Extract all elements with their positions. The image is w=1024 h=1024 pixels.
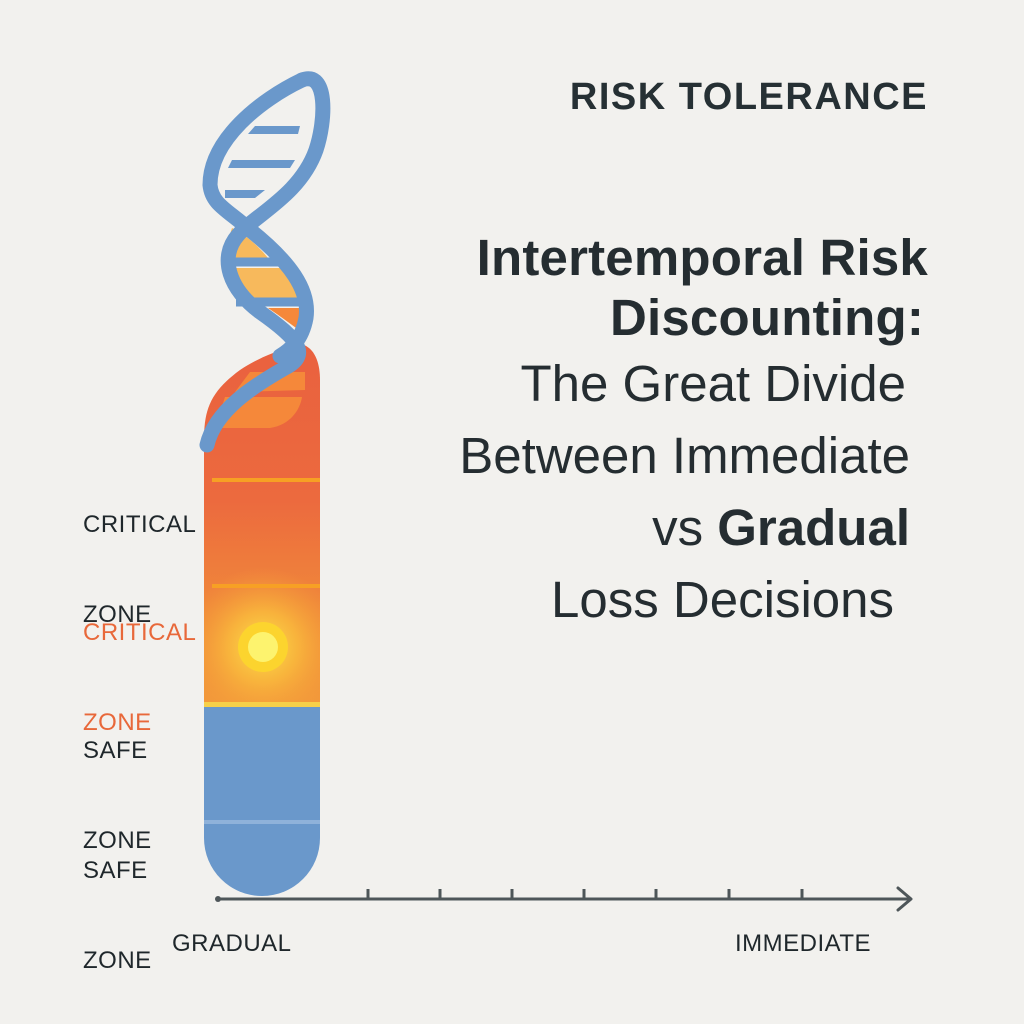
zone-label-line: SAFE bbox=[83, 737, 148, 764]
axis-ticks bbox=[366, 889, 804, 899]
zone-divider bbox=[212, 478, 320, 482]
dna-helix-icon bbox=[199, 71, 331, 453]
zone-label-line: ZONE bbox=[83, 709, 152, 736]
axis-label-gradual: GRADUAL bbox=[172, 930, 292, 957]
title-gradual-bold: Gradual bbox=[717, 499, 910, 556]
zone-label-line: ZONE bbox=[83, 947, 152, 974]
zone-divider bbox=[204, 702, 320, 707]
zone-label-safe-1: SAFE ZONE bbox=[83, 676, 152, 886]
kicker-label: RISK TOLERANCE bbox=[569, 76, 928, 118]
zone-label-critical-1: CRITICAL ZONE bbox=[83, 450, 196, 660]
title-vs-text: vs bbox=[652, 499, 718, 556]
zone-divider bbox=[212, 584, 320, 588]
title-line-4: Between Immediate bbox=[328, 420, 928, 492]
zone-label-safe-2: SAFE ZONE bbox=[83, 796, 152, 1006]
zone-label-critical-2: CRITICAL ZONE bbox=[83, 558, 196, 768]
zone-label-line: SAFE bbox=[83, 857, 148, 884]
title-line-2: Discounting: bbox=[609, 289, 924, 346]
title-line-5: vs Gradual bbox=[328, 492, 928, 564]
page-title: Intertemporal Risk Discounting: The Grea… bbox=[328, 228, 928, 636]
title-line-1: Intertemporal Risk bbox=[476, 229, 928, 286]
title-line-6: Loss Decisions bbox=[551, 571, 894, 628]
zone-label-line: CRITICAL bbox=[83, 619, 197, 646]
time-axis bbox=[215, 886, 913, 912]
title-line-3: The Great Divide bbox=[520, 355, 907, 412]
axis-label-immediate: IMMEDIATE bbox=[735, 930, 872, 957]
arrow-right-icon bbox=[896, 886, 913, 912]
zone-label-line: ZONE bbox=[83, 827, 152, 854]
title-line-4-text: Between Immediate bbox=[459, 427, 910, 484]
zone-divider bbox=[204, 820, 320, 824]
sun-icon bbox=[238, 622, 288, 672]
zone-label-line: CRITICAL bbox=[83, 511, 197, 538]
zone-label-line: ZONE bbox=[83, 601, 152, 628]
